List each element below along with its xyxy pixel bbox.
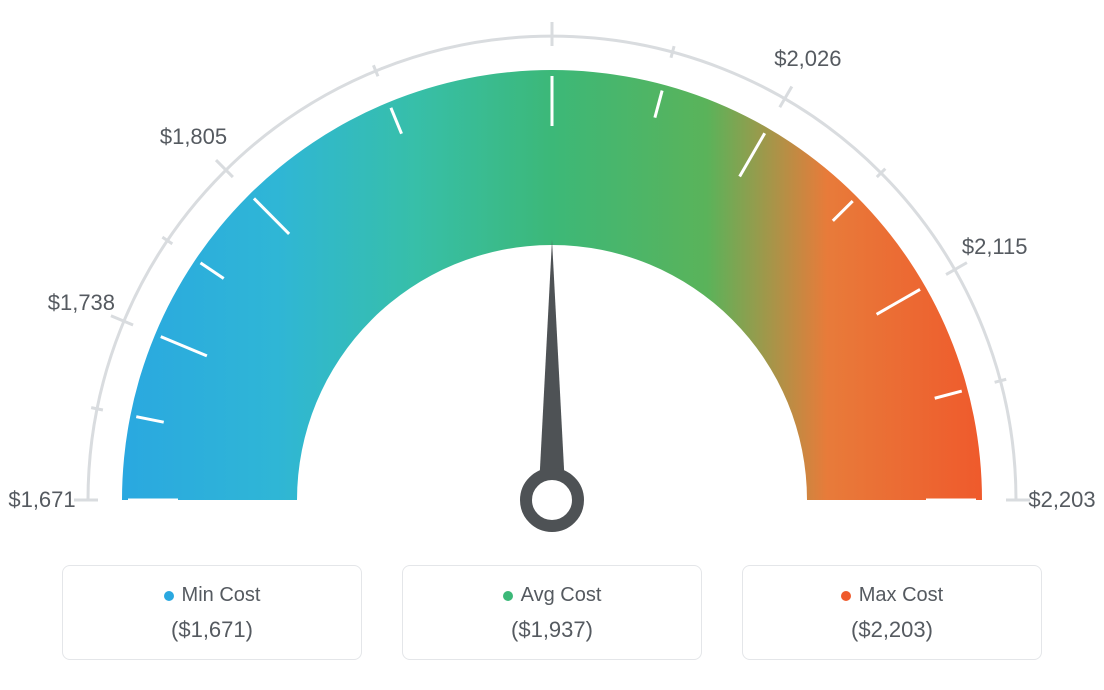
gauge-scale-tick bbox=[671, 46, 674, 58]
gauge-tick-label: $2,026 bbox=[774, 46, 841, 72]
gauge-scale-tick bbox=[373, 65, 378, 76]
legend-card-max: Max Cost ($2,203) bbox=[742, 565, 1042, 660]
legend-title-avg: Avg Cost bbox=[503, 584, 602, 607]
legend-value-min: ($1,671) bbox=[73, 617, 351, 643]
gauge-needle bbox=[538, 240, 566, 502]
legend-dot-min bbox=[164, 591, 174, 601]
gauge-svg bbox=[0, 0, 1104, 530]
legend-card-avg: Avg Cost ($1,937) bbox=[402, 565, 702, 660]
legend-title-max: Max Cost bbox=[841, 584, 943, 607]
legend-title-text: Max Cost bbox=[859, 584, 943, 607]
gauge-tick-label: $1,805 bbox=[160, 124, 227, 150]
gauge-tick-label: $1,937 bbox=[518, 0, 585, 3]
gauge-tick-label: $2,115 bbox=[962, 234, 1028, 260]
chart-container: $1,671 $1,738 $1,805 $1,937 $2,026 $2,115 $2,2… bbox=[0, 0, 1104, 690]
gauge-scale-tick bbox=[216, 160, 233, 177]
gauge-tick-label: $2,203 bbox=[1028, 487, 1095, 513]
legend-title-min: Min Cost bbox=[164, 584, 261, 607]
gauge-tick-label: $1,671 bbox=[8, 487, 75, 513]
legend-title-text: Min Cost bbox=[182, 584, 261, 607]
gauge-scale-tick bbox=[91, 408, 103, 410]
legend-card-min: Min Cost ($1,671) bbox=[62, 565, 362, 660]
gauge-tick-label: $1,738 bbox=[48, 290, 115, 316]
legend-dot-max bbox=[841, 591, 851, 601]
legend-dot-avg bbox=[503, 591, 513, 601]
gauge-needle-base bbox=[526, 474, 578, 526]
legend-value-avg: ($1,937) bbox=[413, 617, 691, 643]
gauge-area: $1,671 $1,738 $1,805 $1,937 $2,026 $2,115 $2,2… bbox=[0, 0, 1104, 530]
legend-title-text: Avg Cost bbox=[521, 584, 602, 607]
legend-row: Min Cost ($1,671) Avg Cost ($1,937) Max … bbox=[0, 565, 1104, 660]
legend-value-max: ($2,203) bbox=[753, 617, 1031, 643]
gauge-scale-tick bbox=[995, 379, 1007, 382]
